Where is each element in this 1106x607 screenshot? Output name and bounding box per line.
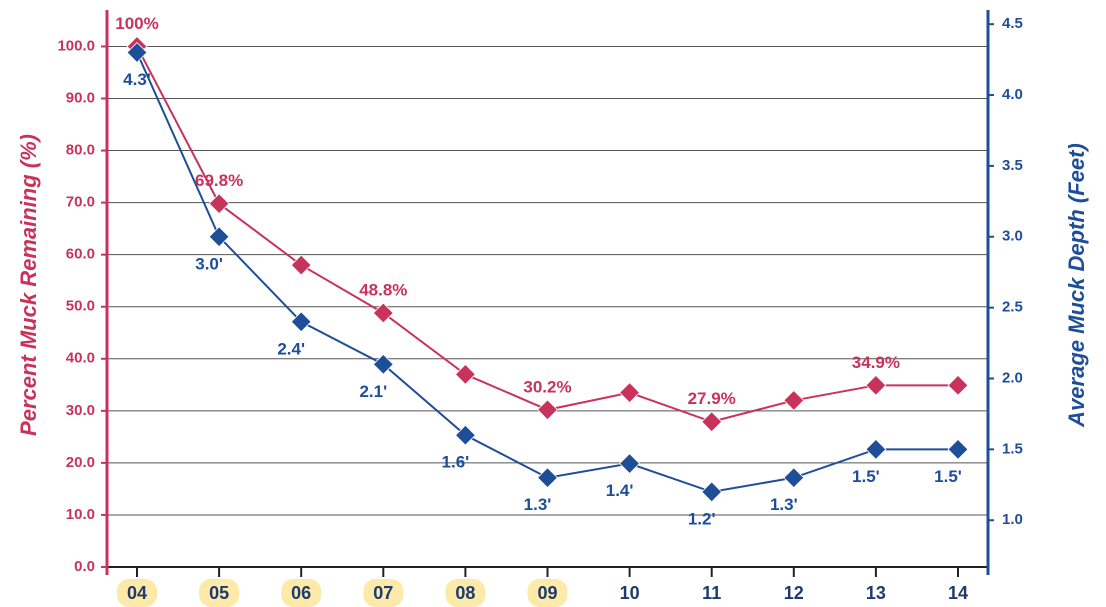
x-tick-label: 11 xyxy=(702,583,721,603)
y-tick-label: 90.0 xyxy=(66,89,95,106)
marker xyxy=(619,382,641,404)
data-label: 100% xyxy=(115,14,158,33)
y-tick-label: 30.0 xyxy=(66,402,95,419)
marker xyxy=(865,438,887,460)
marker xyxy=(372,302,394,324)
marker xyxy=(947,438,969,460)
marker xyxy=(701,411,723,433)
data-label: 34.9% xyxy=(852,353,900,372)
data-label: 27.9% xyxy=(688,389,736,408)
data-label: 2.1' xyxy=(359,382,387,401)
x-tick-label: 05 xyxy=(209,583,229,603)
data-label: 4.3' xyxy=(123,70,151,89)
data-label: 1.2' xyxy=(688,509,716,528)
y-tick-label: 80.0 xyxy=(66,142,95,159)
y2-tick-label: 4.5 xyxy=(1002,15,1023,32)
data-label: 1.3' xyxy=(770,495,798,514)
y2-tick-label: 4.0 xyxy=(1002,86,1023,103)
x-label-highlight xyxy=(527,579,568,607)
marker xyxy=(783,467,805,489)
y2-tick-label: 2.5 xyxy=(1002,299,1023,316)
x-label-highlight xyxy=(445,579,486,607)
y-tick-label: 40.0 xyxy=(66,350,95,367)
data-label: 3.0' xyxy=(195,254,223,273)
data-label: 69.8% xyxy=(195,171,243,190)
marker xyxy=(537,399,558,421)
x-tick-label: 04 xyxy=(127,583,147,603)
marker xyxy=(208,193,230,215)
x-label-highlight xyxy=(199,579,240,607)
y2-tick-label: 1.0 xyxy=(1002,511,1023,528)
x-tick-label: 13 xyxy=(866,583,886,603)
data-label: 1.5' xyxy=(934,467,962,486)
y-tick-label: 10.0 xyxy=(66,506,95,523)
x-label-highlight xyxy=(117,579,157,607)
x-tick-label: 12 xyxy=(784,583,804,603)
marker xyxy=(783,389,805,411)
x-tick-label: 10 xyxy=(620,583,640,603)
y-tick-label: 100.0 xyxy=(57,37,95,54)
data-label: 1.6' xyxy=(442,453,470,472)
x-tick-label: 09 xyxy=(537,583,557,603)
series-line xyxy=(136,45,958,423)
y-tick-label: 50.0 xyxy=(66,298,95,315)
x-label-highlight xyxy=(363,579,404,607)
data-label: 30.2% xyxy=(523,377,571,396)
x-tick-label: 07 xyxy=(373,583,393,603)
y-tick-label: 0.0 xyxy=(74,558,95,575)
y-tick-label: 70.0 xyxy=(66,194,95,211)
marker xyxy=(290,311,312,333)
y2-tick-label: 3.0 xyxy=(1002,228,1023,245)
marker xyxy=(454,424,476,446)
y-axis-title: Percent Muck Remaining (%) xyxy=(16,134,41,436)
y2-tick-label: 3.5 xyxy=(1002,157,1023,174)
data-label: 1.4' xyxy=(606,481,634,500)
marker xyxy=(454,363,476,385)
marker xyxy=(701,481,723,503)
series-line xyxy=(136,52,958,493)
data-label: 1.5' xyxy=(852,467,880,486)
marker xyxy=(619,453,641,475)
x-tick-label: 14 xyxy=(948,583,968,603)
x-tick-label: 08 xyxy=(455,583,475,603)
data-label: 2.4' xyxy=(277,339,305,358)
data-label: 1.3' xyxy=(524,495,552,514)
x-label-highlight xyxy=(281,579,322,607)
marker xyxy=(865,374,887,396)
y2-axis-title: Average Muck Depth (Feet) xyxy=(1064,143,1089,428)
x-tick-label: 06 xyxy=(291,583,311,603)
y2-tick-label: 1.5 xyxy=(1002,440,1023,457)
y2-tick-label: 2.0 xyxy=(1002,369,1023,386)
marker xyxy=(372,353,394,375)
marker xyxy=(947,374,969,396)
marker xyxy=(290,254,312,276)
marker xyxy=(537,467,558,489)
data-label: 48.8% xyxy=(359,280,407,299)
marker xyxy=(208,226,230,248)
y-tick-label: 60.0 xyxy=(66,246,95,263)
y-tick-label: 20.0 xyxy=(66,454,95,471)
marker xyxy=(126,42,148,63)
